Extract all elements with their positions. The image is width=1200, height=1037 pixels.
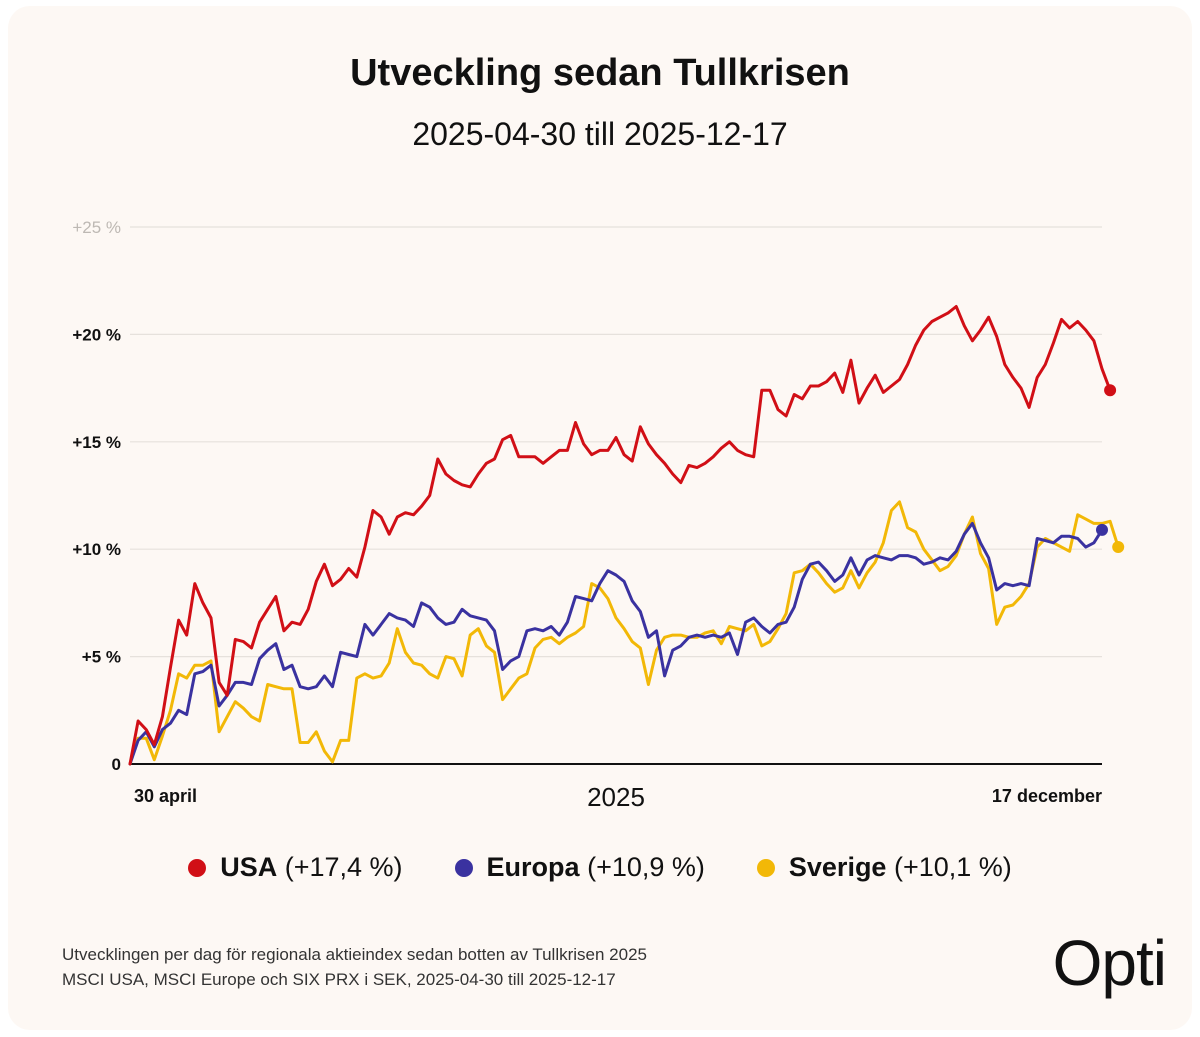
x-tick-label-start: 30 april [134, 786, 197, 806]
y-tick-label: +10 % [72, 540, 121, 559]
legend-item-europa: Europa (+10,9 %) [454, 852, 705, 883]
y-tick-label: 0 [112, 755, 121, 774]
chart-title: Utveckling sedan Tullkrisen [350, 52, 850, 94]
legend-label-usa: USA [220, 852, 278, 882]
footnote: Utvecklingen per dag för regionala aktie… [62, 942, 647, 992]
series-end-point-europa [1096, 523, 1108, 536]
legend-label-europa: Europa [486, 852, 580, 882]
legend-dot-sverige [756, 858, 775, 877]
series-line-europa [128, 521, 1104, 766]
y-tick-label: +20 % [72, 325, 121, 344]
footnote-line-1: Utvecklingen per dag för regionala aktie… [62, 945, 647, 964]
y-tick-label: +15 % [72, 433, 121, 452]
chart-subtitle: 2025-04-30 till 2025-12-17 [412, 116, 788, 152]
series-line-sverige [128, 500, 1120, 766]
legend-item-sverige: Sverige (+10,1 %) [756, 852, 1012, 883]
legend-label-sverige: Sverige [788, 852, 887, 882]
footnote-line-2: MSCI USA, MSCI Europe och SIX PRX i SEK,… [62, 970, 616, 989]
series-end-point-sverige [1112, 541, 1125, 554]
series-end-point-usa [1104, 384, 1117, 397]
legend-change-sverige: (+10,1 %) [893, 852, 1012, 882]
series-line-usa [128, 305, 1112, 766]
legend-dot-usa [188, 858, 207, 877]
legend-item-usa: USA (+17,4 %) [188, 852, 403, 883]
y-tick-label: +25 % [72, 218, 121, 237]
legend-dot-europa [454, 858, 473, 877]
x-axis-label: 2025 [587, 782, 645, 812]
legend-change-europa: (+10,9 %) [587, 852, 705, 882]
chart-card [8, 6, 1192, 1030]
legend: USA (+17,4 %) Europa (+10,9 %) Sverige (… [0, 852, 1200, 883]
y-tick-label: +5 % [82, 648, 121, 667]
x-tick-label-end: 17 december [992, 786, 1102, 806]
opti-logo: Opti [1052, 927, 1167, 999]
legend-change-usa: (+17,4 %) [284, 852, 403, 882]
